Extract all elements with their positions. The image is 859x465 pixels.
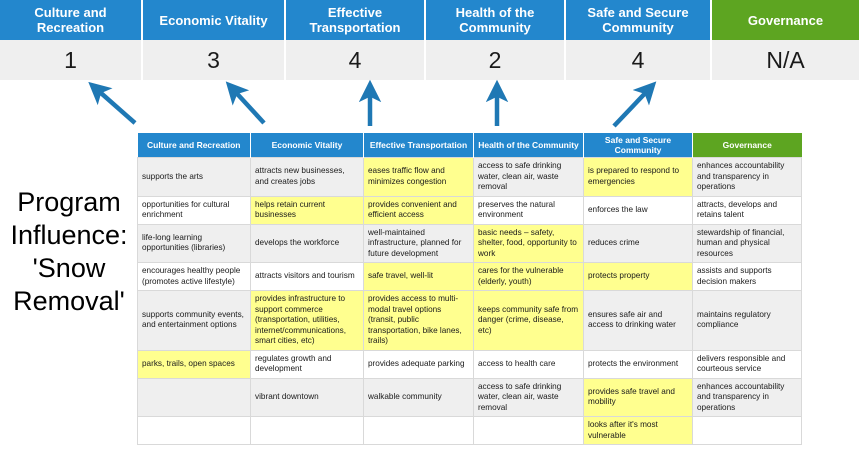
caption-line-1: Program (17, 187, 121, 217)
matrix-cell: parks, trails, open spaces (137, 349, 251, 379)
score-header-economic-vitality: Economic Vitality (143, 0, 286, 40)
matrix-header-economic-vitality: Economic Vitality (250, 133, 364, 158)
matrix-cell (473, 416, 584, 445)
matrix-cell: walkable community (363, 377, 474, 417)
matrix-header-row: Culture and Recreation Economic Vitality… (137, 133, 802, 158)
matrix-cell: delivers responsible and courteous servi… (692, 349, 802, 379)
matrix-cell: regulates growth and development (250, 349, 364, 379)
scorecard-header-row: Culture and Recreation Economic Vitality… (0, 0, 859, 40)
matrix-cell: safe travel, well-lit (363, 262, 474, 291)
matrix-cell (363, 416, 474, 445)
table-row: parks, trails, open spaces regulates grow… (137, 349, 802, 379)
score-header-culture-and-recreation: Culture and Recreation (0, 0, 143, 40)
table-row: looks after it's most vulnerable (137, 416, 802, 445)
matrix-cell: attracts new businesses, and creates job… (250, 157, 364, 197)
matrix-cell: supports community events, and entertain… (137, 290, 251, 351)
caption-line-4: Removal' (13, 286, 125, 316)
caption-line-2: Influence: (10, 220, 128, 250)
matrix-header-health-of-the-community: Health of the Community (473, 133, 584, 158)
score-header-label: Health of the Community (455, 5, 535, 35)
matrix-cell (137, 377, 251, 417)
score-header-governance: Governance (712, 0, 859, 40)
matrix-header-effective-transportation: Effective Transportation (363, 133, 474, 158)
matrix-cell: develops the workforce (250, 223, 364, 263)
matrix-cell: keeps community safe from danger (crime,… (473, 290, 584, 351)
matrix-cell: reduces crime (583, 223, 693, 263)
score-header-health-of-the-community: Health of the Community (426, 0, 566, 40)
matrix-header-governance: Governance (692, 133, 802, 158)
score-value-governance: N/A (766, 46, 805, 73)
score-value-health-of-the-community: 2 (426, 40, 566, 80)
arrow-culture-and-recreation (88, 81, 137, 125)
matrix-cell: provides access to multi-modal travel op… (363, 290, 474, 351)
matrix-cell: opportunities for cultural enrichment (137, 195, 251, 225)
caption-line-3: 'Snow (32, 253, 106, 283)
matrix-cell: supports the arts (137, 157, 251, 197)
matrix-cell (692, 416, 802, 445)
table-row: encourages healthy people (promotes acti… (137, 262, 802, 291)
table-row: supports community events, and entertain… (137, 290, 802, 351)
program-influence-caption: Program Influence: 'Snow Removal' (4, 186, 134, 318)
score-value-economic-vitality: 3 (143, 40, 286, 80)
matrix-header-safe-and-secure-community: Safe and Secure Community (583, 133, 693, 158)
matrix-cell: provides convenient and efficient access (363, 195, 474, 225)
table-row: opportunities for cultural enrichment hel… (137, 195, 802, 225)
scorecard-summary-bar: Culture and Recreation Economic Vitality… (0, 0, 859, 80)
score-value-effective-transportation: 4 (286, 40, 426, 80)
matrix-cell: cares for the vulnerable (elderly, youth… (473, 262, 584, 291)
matrix-body: supports the arts attracts new businesses… (137, 157, 802, 445)
matrix-cell: life-long learning opportunities (librar… (137, 223, 251, 263)
arrow-safe-and-secure-community (612, 81, 657, 128)
matrix-cell: vibrant downtown (250, 377, 364, 417)
matrix-cell: provides infrastructure to support comme… (250, 290, 364, 351)
matrix-cell: access to safe drinking water, clean air… (473, 377, 584, 417)
matrix-cell: preserves the natural environment (473, 195, 584, 225)
matrix-cell: well-maintained infrastructure, planned … (363, 223, 474, 263)
matrix-cell: looks after it's most vulnerable (583, 416, 693, 445)
matrix-cell: provides safe travel and mobility (583, 377, 693, 417)
table-row: vibrant downtown walkable community access… (137, 377, 802, 417)
outcomes-matrix: Culture and Recreation Economic Vitality… (137, 133, 802, 445)
matrix-cell: access to health care (473, 349, 584, 379)
score-header-label: Governance (747, 12, 824, 28)
matrix-cell: ensures safe air and access to drinking … (583, 290, 693, 351)
matrix-cell: encourages healthy people (promotes acti… (137, 262, 251, 291)
score-header-label: Safe and Secure Community (587, 5, 689, 35)
matrix-cell: helps retain current businesses (250, 195, 364, 225)
matrix-cell: enhances accountability and transparency… (692, 377, 802, 417)
score-value-safe-and-secure-community: 4 (566, 40, 712, 80)
score-header-label: Effective Transportation (309, 5, 401, 35)
matrix-cell: basic needs – safety, shelter, food, opp… (473, 223, 584, 263)
matrix-cell (137, 416, 251, 445)
arrow-economic-vitality (225, 81, 266, 125)
matrix-cell: maintains regulatory compliance (692, 290, 802, 351)
table-row: supports the arts attracts new businesses… (137, 157, 802, 197)
matrix-cell: eases traffic flow and minimizes congest… (363, 157, 474, 197)
matrix-cell: attracts visitors and tourism (250, 262, 364, 291)
matrix-cell: assists and supports decision makers (692, 262, 802, 291)
matrix-cell: is prepared to respond to emergencies (583, 157, 693, 197)
score-header-safe-and-secure-community: Safe and Secure Community (566, 0, 712, 40)
matrix-cell: access to safe drinking water, clean air… (473, 157, 584, 197)
matrix-cell: protects property (583, 262, 693, 291)
outcomes-matrix-container: Culture and Recreation Economic Vitality… (137, 133, 802, 445)
matrix-cell: attracts, develops and retains talent (692, 195, 802, 225)
score-value-culture-and-recreation: 1 (0, 40, 143, 80)
matrix-cell: enhances accountability and transparency… (692, 157, 802, 197)
score-header-label: Culture and Recreation (34, 5, 107, 35)
scorecard-value-row: 1 3 4 2 4 N/A (0, 40, 859, 80)
table-row: life-long learning opportunities (librar… (137, 223, 802, 263)
matrix-cell: stewardship of financial, human and phys… (692, 223, 802, 263)
score-header-effective-transportation: Effective Transportation (286, 0, 426, 40)
matrix-cell (250, 416, 364, 445)
matrix-cell: protects the environment (583, 349, 693, 379)
matrix-cell: provides adequate parking (363, 349, 474, 379)
matrix-cell: enforces the law (583, 195, 693, 225)
matrix-header-culture-and-recreation: Culture and Recreation (137, 133, 251, 158)
score-header-label: Economic Vitality (159, 12, 268, 28)
arrow-group (88, 79, 657, 128)
